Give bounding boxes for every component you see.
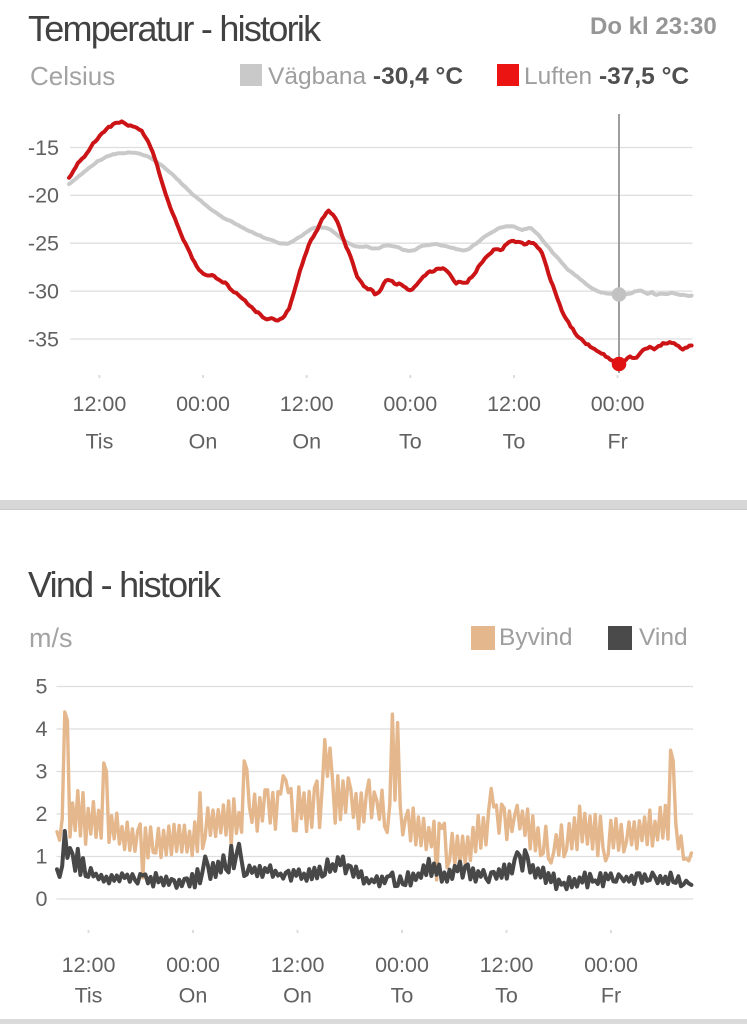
svg-text:4: 4 xyxy=(36,717,48,741)
svg-text:Tis: Tis xyxy=(85,430,113,454)
svg-text:On: On xyxy=(283,984,312,1008)
svg-text:-30: -30 xyxy=(28,279,59,303)
svg-text:On: On xyxy=(189,430,218,454)
svg-text:12:00: 12:00 xyxy=(62,953,116,977)
svg-text:00:00: 00:00 xyxy=(383,392,437,416)
svg-text:To: To xyxy=(495,984,518,1008)
svg-text:12:00: 12:00 xyxy=(271,953,325,977)
svg-text:5: 5 xyxy=(36,675,48,699)
svg-text:-15: -15 xyxy=(28,136,59,160)
svg-text:12:00: 12:00 xyxy=(72,392,126,416)
svg-text:00:00: 00:00 xyxy=(375,953,429,977)
svg-text:To: To xyxy=(391,984,414,1008)
svg-text:-20: -20 xyxy=(28,184,59,208)
svg-text:0: 0 xyxy=(36,887,48,911)
svg-text:2: 2 xyxy=(36,802,48,826)
svg-text:1: 1 xyxy=(36,845,48,869)
svg-text:On: On xyxy=(292,430,321,454)
svg-text:To: To xyxy=(399,430,422,454)
svg-text:On: On xyxy=(179,984,208,1008)
svg-text:00:00: 00:00 xyxy=(176,392,230,416)
svg-text:00:00: 00:00 xyxy=(591,392,645,416)
svg-text:12:00: 12:00 xyxy=(480,953,534,977)
svg-text:-25: -25 xyxy=(28,232,59,256)
svg-text:00:00: 00:00 xyxy=(166,953,220,977)
svg-text:Tis: Tis xyxy=(75,984,103,1008)
svg-text:12:00: 12:00 xyxy=(280,392,334,416)
svg-text:-35: -35 xyxy=(28,327,59,351)
svg-text:3: 3 xyxy=(36,760,48,784)
svg-text:12:00: 12:00 xyxy=(487,392,541,416)
svg-text:To: To xyxy=(503,430,526,454)
svg-text:Fr: Fr xyxy=(601,984,621,1008)
svg-text:Fr: Fr xyxy=(607,430,627,454)
svg-text:00:00: 00:00 xyxy=(584,953,638,977)
